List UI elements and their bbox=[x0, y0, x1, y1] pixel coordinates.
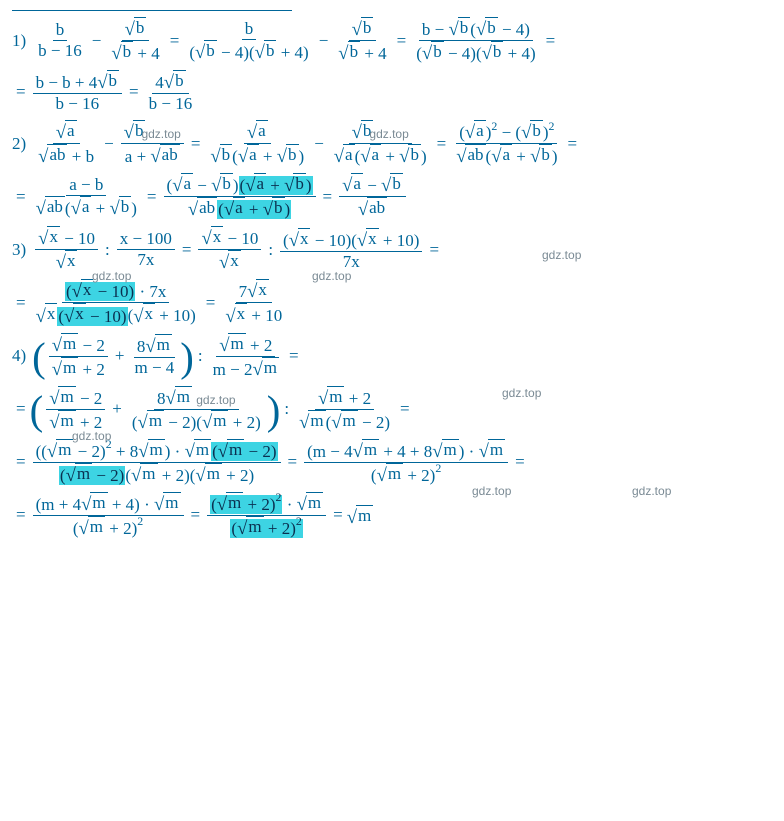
highlight: (√m + 2)2 bbox=[210, 495, 282, 514]
highlight: (√m + 2)2 bbox=[230, 519, 302, 538]
watermark: gdz.top bbox=[369, 127, 408, 141]
p4-line4: = (m + 4√m + 4) · √m (√m + 2)2 = (√m + 2… bbox=[12, 492, 772, 539]
watermark: gdz.top bbox=[502, 386, 541, 400]
watermark: gdz.top bbox=[472, 484, 511, 498]
watermark: gdz.top bbox=[141, 127, 180, 141]
p1-line1: 1) b b − 16 − √b √b + 4 = b (√b − 4)(√b … bbox=[12, 17, 772, 64]
watermark: gdz.top bbox=[92, 269, 131, 283]
watermark: gdz.top bbox=[542, 248, 581, 262]
p1-line2: = b − b + 4√b b − 16 = 4√b b − 16 bbox=[12, 70, 772, 114]
highlight: (√x − 10) bbox=[57, 307, 127, 326]
p4-result: √m bbox=[347, 505, 374, 526]
p2-line1: 2) √a √ab + b − √bgdz.top a + √ab = √a √… bbox=[12, 120, 772, 167]
p3-line2: gdz.top gdz.top = (√x − 10) · 7x √x(√x −… bbox=[12, 279, 772, 326]
minus: − bbox=[92, 31, 102, 51]
highlight: (√a + √b) bbox=[239, 176, 313, 195]
p1-label: 1) bbox=[12, 31, 26, 51]
watermark: gdz.top bbox=[196, 393, 235, 407]
highlight: (√m − 2) bbox=[211, 442, 277, 461]
p4-label: 4) bbox=[12, 346, 26, 366]
p3-line1: 3) √x − 10 √x : x − 100 7x = √x − 10 √x … bbox=[12, 226, 772, 273]
p1-mid2: √b √b + 4 bbox=[335, 17, 389, 64]
highlight: (√a + √b) bbox=[217, 200, 291, 219]
p4-line3: gdz.top = ((√m − 2)2 + 8√m) · √m(√m − 2)… bbox=[12, 439, 772, 486]
highlight: (√m − 2) bbox=[59, 466, 125, 485]
watermark: gdz.top bbox=[632, 484, 671, 498]
top-rule bbox=[12, 10, 292, 11]
p3-label: 3) bbox=[12, 240, 26, 260]
highlight: (√x − 10) bbox=[65, 282, 135, 301]
p1-r: b − √b(√b − 4) (√b − 4)(√b + 4) bbox=[413, 17, 538, 64]
p1-t2: √b √b + 4 bbox=[108, 17, 162, 64]
p2-line2: = a − b √ab(√a + √b) = (√a − √b)(√a + √b… bbox=[12, 173, 772, 220]
p2-label: 2) bbox=[12, 134, 26, 154]
p4-line2: = ( √m − 2 √m + 2 + 8√m gdz.top (√m − 2)… bbox=[12, 386, 772, 433]
eq: = bbox=[170, 31, 180, 51]
p4-line1: 4) ( √m − 2 √m + 2 + 8√m m − 4 ) : √m + … bbox=[12, 333, 772, 380]
p1-mid1: b (√b − 4)(√b + 4) bbox=[186, 19, 311, 63]
watermark: gdz.top bbox=[312, 269, 351, 283]
p1-t1: b b − 16 bbox=[35, 20, 85, 61]
